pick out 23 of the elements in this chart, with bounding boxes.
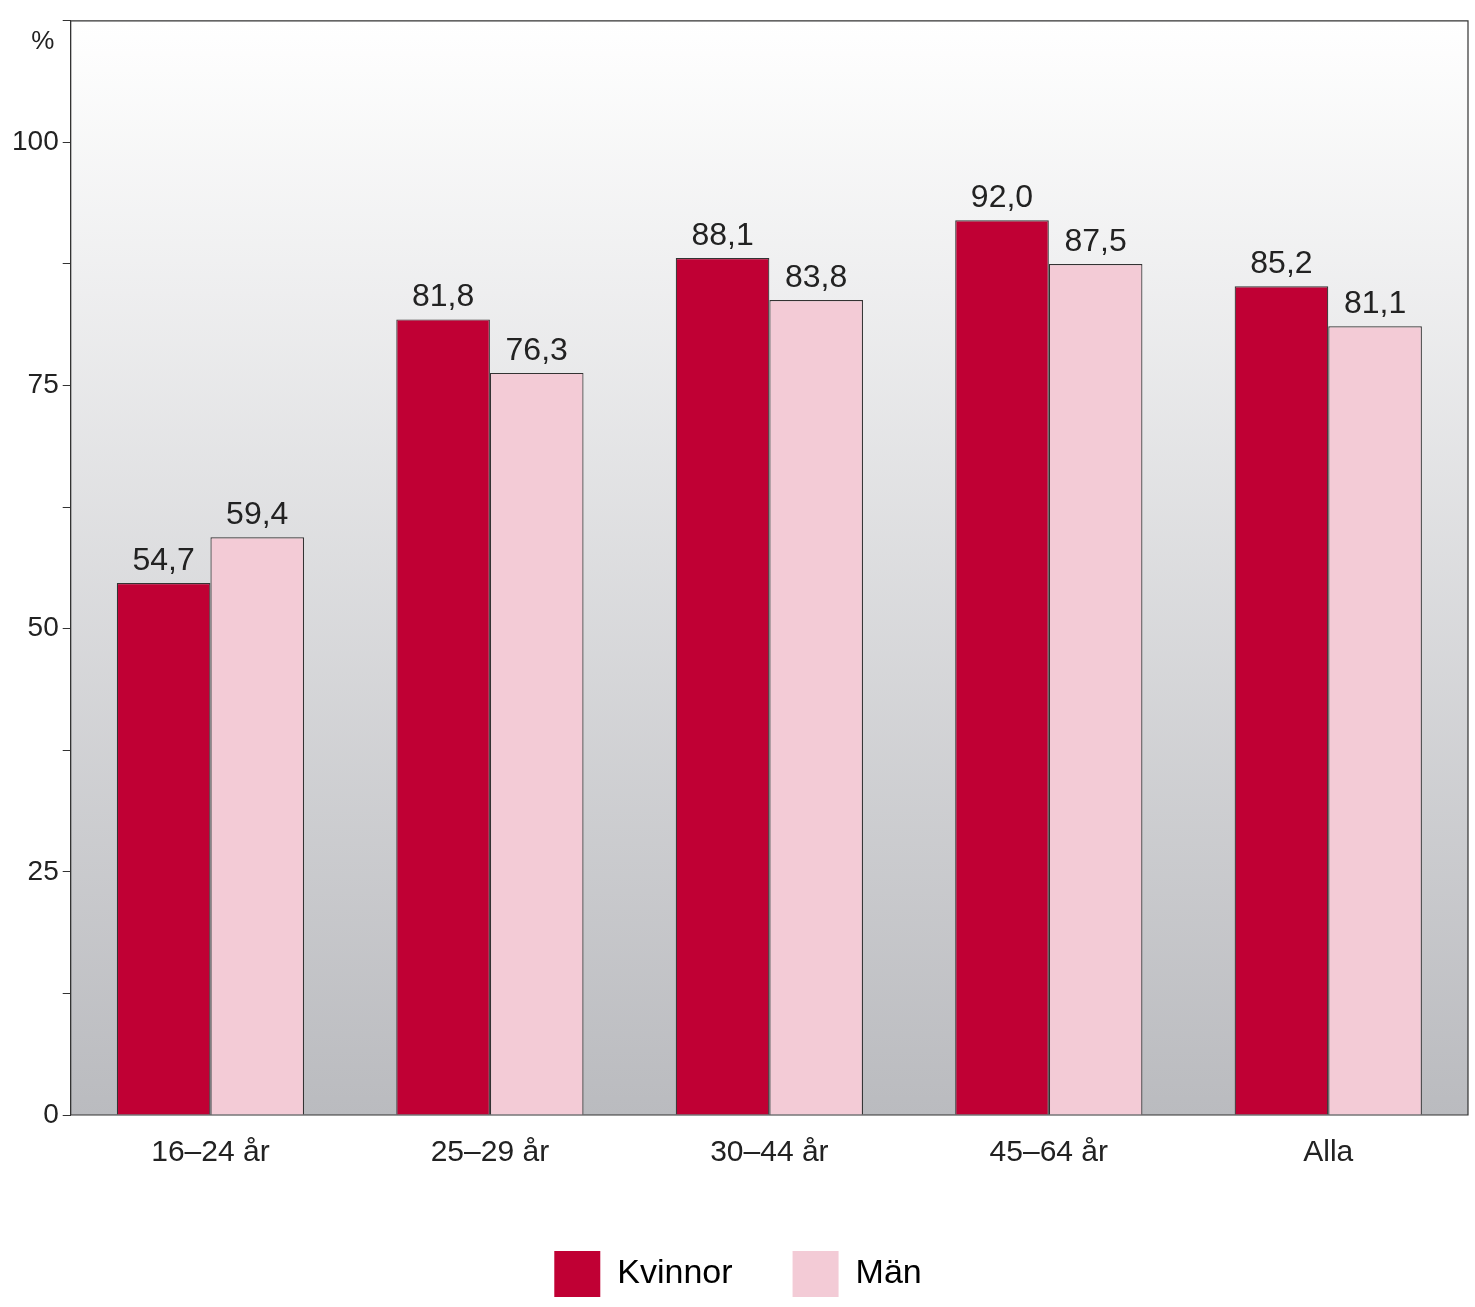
data-label: 54,7 [132,540,195,577]
legend-label: Kvinnor [617,1252,733,1291]
y-tick-label: 50 [27,611,59,643]
x-tick-label: Alla [1303,1134,1354,1168]
data-label: 59,4 [226,495,289,532]
x-tick-label: 30–44 år [710,1134,829,1168]
data-label: 81,8 [411,277,475,314]
y-tick-label: 100 [12,125,59,157]
legend-label: Män [855,1252,922,1291]
data-label: 81,1 [1343,284,1407,321]
y-axis-title: % [31,24,55,55]
data-label: 87,5 [1064,221,1127,258]
x-tick-label: 45–64 år [989,1134,1109,1168]
data-label: 76,3 [505,330,568,367]
data-label: 88,1 [691,215,754,252]
x-tick-label: 25–29 år [430,1134,550,1168]
y-tick-label: 0 [43,1097,59,1129]
y-tick-label: 25 [27,854,59,886]
x-tick-label: 16–24 år [151,1134,270,1168]
data-label: 83,8 [785,257,848,294]
data-label: 92,0 [970,178,1034,215]
data-label: 85,2 [1250,244,1313,281]
y-tick-label: 75 [27,368,59,400]
